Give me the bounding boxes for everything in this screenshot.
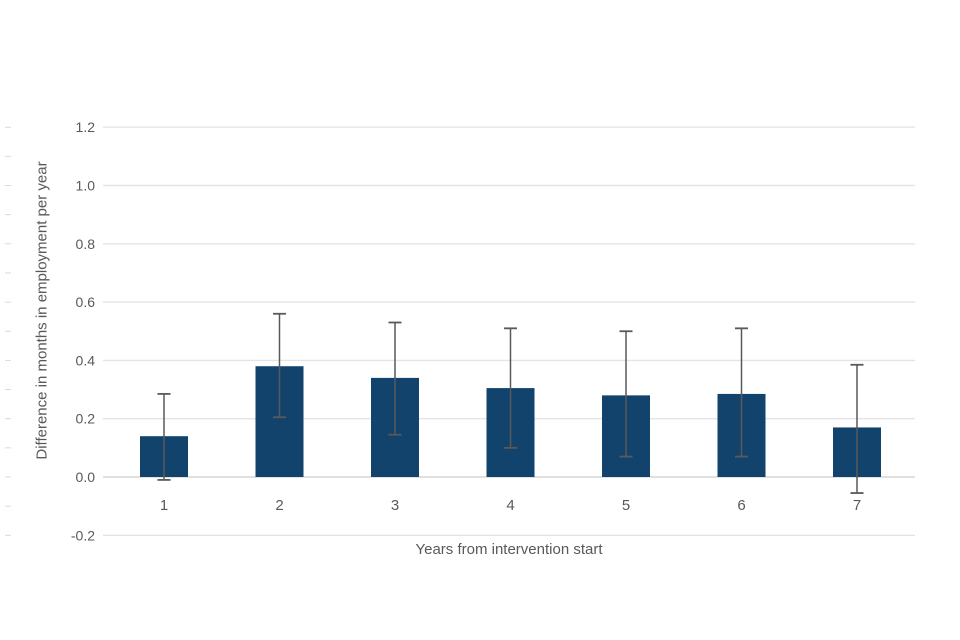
x-axis-title: Years from intervention start (415, 541, 603, 558)
y-tick-label: 1.2 (76, 119, 96, 135)
x-tick-label: 7 (853, 497, 861, 514)
y-tick-label: 1.0 (76, 178, 96, 194)
x-tick-label: 5 (622, 497, 630, 514)
y-tick-label: -0.2 (71, 527, 95, 543)
y-tick-label: 0.8 (76, 236, 96, 252)
y-tick-label: 0.2 (76, 411, 96, 427)
x-tick-label: 4 (506, 497, 514, 514)
x-tick-label: 6 (737, 497, 745, 514)
y-tick-label: 0.4 (76, 352, 96, 368)
x-tick-label: 1 (160, 497, 168, 514)
y-tick-label: 0.6 (76, 294, 96, 310)
x-tick-label: 3 (391, 497, 399, 514)
x-tick-label: 2 (275, 497, 283, 514)
y-axis-title: Difference in months in employment per y… (33, 161, 51, 460)
y-tick-label: 0.0 (76, 469, 96, 485)
